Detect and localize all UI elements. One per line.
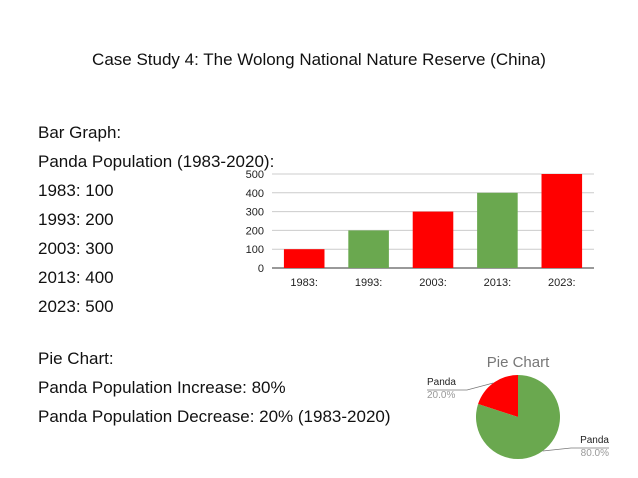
pie-slice-percent: 20.0%: [427, 390, 455, 401]
pie-stat-line: Panda Population Increase: 80%: [38, 378, 286, 397]
pie-slice-label: Panda: [427, 377, 456, 388]
x-tick-label: 2023:: [548, 277, 576, 289]
pie-leader-line: [427, 382, 494, 391]
x-tick-label: 2013:: [484, 277, 512, 289]
bar: [412, 211, 454, 268]
pie-chart-title: Pie Chart: [487, 354, 550, 371]
x-tick-label: 2003:: [419, 277, 447, 289]
pie-slice: [478, 375, 518, 417]
x-tick-label: 1993:: [355, 277, 383, 289]
y-tick-label: 500: [246, 169, 264, 181]
pie-leader-line: [542, 447, 609, 452]
population-line: 1993: 200: [38, 210, 114, 229]
pie-chart-text: Pie Chart: Panda Population Increase: 80…: [38, 344, 391, 431]
bar: [477, 192, 518, 268]
bar-graph-subheading: Panda Population (1983-2020):: [38, 152, 275, 171]
y-tick-label: 0: [258, 263, 264, 275]
pie-slice: [476, 375, 560, 459]
bar: [283, 249, 325, 268]
bar: [348, 230, 389, 268]
bar-graph-heading: Bar Graph:: [38, 123, 122, 142]
population-line: 2023: 500: [38, 297, 114, 316]
pie-chart-heading: Pie Chart:: [38, 349, 114, 368]
pie-chart: Pie Chart Panda 20.0% Panda 80.0%: [427, 354, 609, 459]
bar: [541, 174, 583, 268]
population-line: 2003: 300: [38, 239, 114, 258]
y-tick-label: 100: [246, 244, 264, 256]
pie-slice-label: Panda: [580, 435, 609, 446]
y-tick-label: 400: [246, 188, 264, 200]
pie-stat-line: Panda Population Decrease: 20% (1983-202…: [38, 407, 391, 426]
x-tick-label: 1983:: [290, 277, 318, 289]
population-line: 1983: 100: [38, 181, 114, 200]
pie-slice-percent: 80.0%: [581, 448, 609, 459]
bar-chart: 0 100 200 300 400 500 1983: 1993: 2003: 2013: 2023…: [246, 169, 594, 289]
y-tick-label: 200: [246, 225, 264, 237]
bar-graph-text: Bar Graph: Panda Population (1983-2020):…: [38, 118, 274, 321]
slide-title: Case Study 4: The Wolong National Nature…: [92, 50, 546, 69]
y-tick-label: 300: [246, 207, 264, 219]
population-line: 2013: 400: [38, 268, 114, 287]
